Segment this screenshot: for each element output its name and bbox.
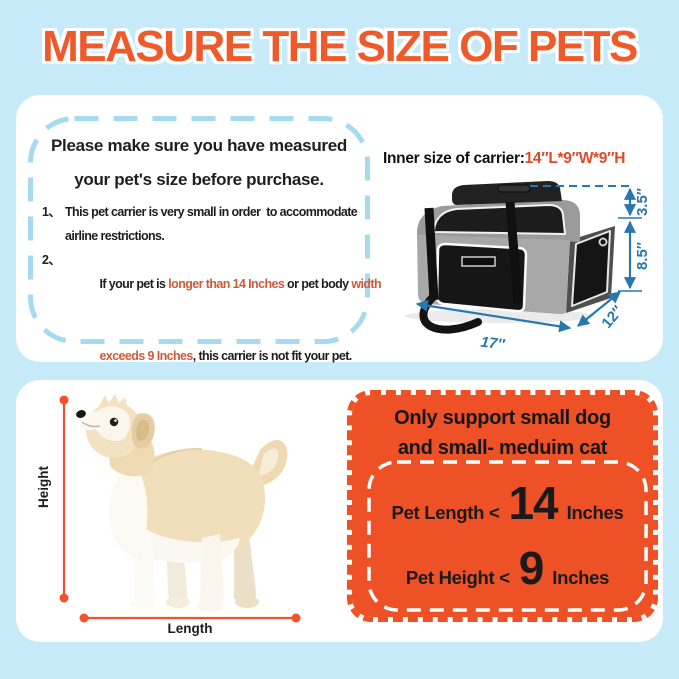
instruction-item-2: 2、 If your pet is longer than 14 Inches … — [42, 248, 382, 392]
carrier-illustration: 3.5″ 8.5″ 12″ 17″ — [405, 181, 651, 354]
dashed-border-white — [367, 460, 648, 612]
pet-height-label: Pet Height < — [405, 566, 510, 588]
height-label: Height — [36, 466, 51, 508]
item-2-number: 2、 — [42, 253, 61, 267]
support-box: Only support small dog and small- meduim… — [347, 390, 658, 622]
support-heading-line1: Only support small dog — [394, 407, 611, 429]
pet-length-unit: Inches — [566, 502, 624, 524]
instructions-dashed-box: Please make sure you have measured your … — [28, 116, 384, 483]
pet-length-rule: Pet Length < 14 Inches — [367, 477, 648, 530]
item-1-number: 1、 — [42, 205, 61, 219]
top-handle — [497, 184, 531, 193]
dim-length: 17″ — [480, 334, 507, 354]
inner-size-label: Inner size of carrier: — [383, 150, 525, 167]
inner-size-value: 14″L*9″W*9″H — [524, 150, 626, 167]
brand-logo — [461, 256, 496, 267]
pet-height-value: 9 — [518, 541, 545, 594]
instructions-heading-line1: Please make sure you have measured — [51, 136, 347, 155]
dashed-border-blue — [28, 116, 370, 344]
length-label: Length — [167, 621, 213, 636]
instruction-item-1: 1、 This pet carrier is very small in ord… — [42, 200, 370, 248]
instructions-heading-line2: your pet's size before purchase. — [74, 170, 324, 189]
dog-illustration — [59, 394, 301, 623]
pet-length-value: 14 — [508, 477, 558, 530]
page-title: MEASURE THE SIZE OF PETS — [42, 22, 638, 71]
puppy — [76, 394, 288, 612]
dog-nose — [76, 410, 86, 418]
zipper-ring — [598, 237, 608, 247]
carrier-dimensions: 3.5″ 8.5″ 12″ 17″ — [415, 185, 651, 354]
measurement-lines — [59, 395, 301, 623]
support-heading: Only support small dog and small- meduim… — [352, 403, 653, 463]
inner-size-note: Inner size of carrier:14″L*9″W*9″H — [383, 150, 625, 168]
dim-body-height: 8.5″ — [634, 242, 651, 270]
dim-top-height: 3.5″ — [634, 188, 651, 216]
instructions-heading: Please make sure you have measured your … — [28, 129, 370, 197]
carrier-bag — [405, 181, 615, 334]
pet-length-label: Pet Length < — [391, 502, 500, 524]
pet-height-unit: Inches — [552, 566, 610, 588]
dog-eye — [109, 417, 119, 427]
pet-limits-box: Pet Length < 14 Inches Pet Height < 9 In… — [367, 460, 648, 612]
support-heading-line2: and small- meduim cat — [397, 437, 608, 459]
pet-height-rule: Pet Height < 9 Inches — [367, 541, 648, 594]
